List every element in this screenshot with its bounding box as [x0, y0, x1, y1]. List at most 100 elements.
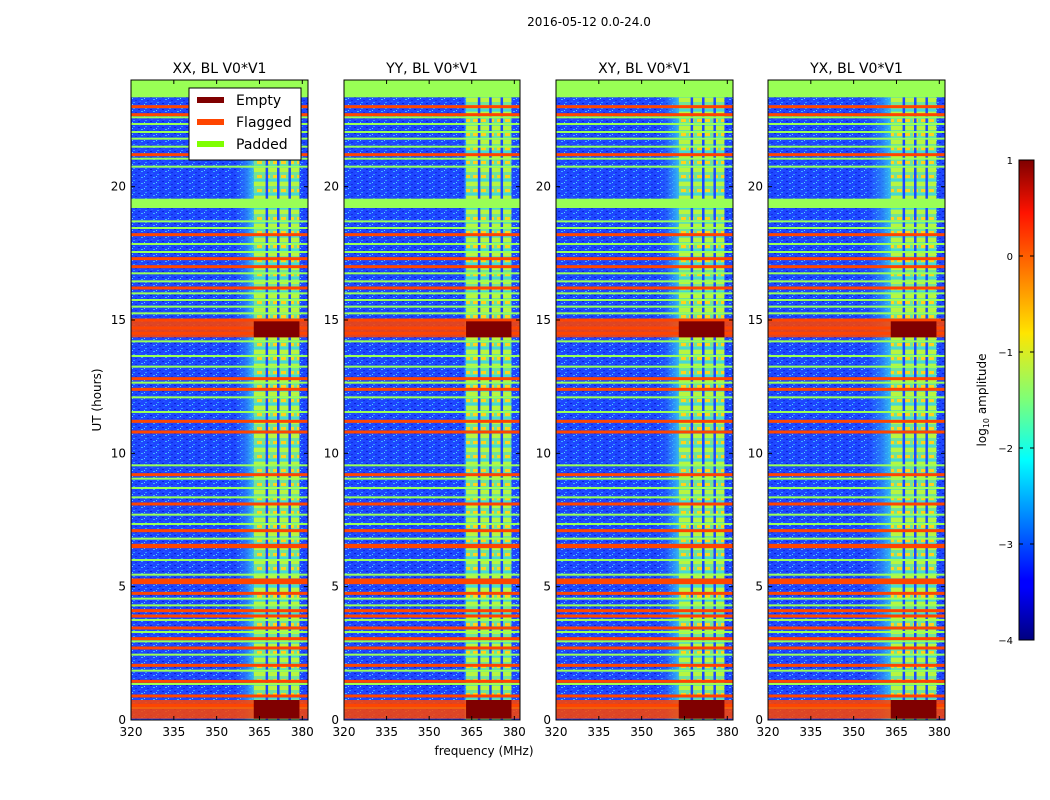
- flagged-line-13: [768, 543, 945, 547]
- y-tick-label: 20: [536, 180, 551, 194]
- padded-line-14: [131, 496, 308, 499]
- padded-line-19: [556, 396, 733, 399]
- flagged-line-30: [556, 105, 733, 109]
- x-tick-label: 350: [842, 725, 865, 739]
- padded-line-20: [344, 381, 520, 384]
- padded-line-5: [556, 631, 733, 633]
- flagged-line-17: [131, 430, 308, 434]
- padded-line-4: [344, 640, 520, 643]
- padded-line-6: [768, 619, 945, 621]
- flagged-line-23: [768, 318, 945, 322]
- flagged-line-3: [344, 663, 520, 667]
- flagged-line-1: [768, 694, 945, 698]
- padded-line-26: [768, 299, 945, 301]
- y-tick-label: 20: [324, 180, 339, 194]
- flagged-line-28: [556, 153, 733, 157]
- legend-swatch-empty: [197, 97, 224, 103]
- rfi-band: [890, 80, 937, 720]
- x-tick-label: 380: [291, 725, 314, 739]
- padded-line-9: [344, 573, 520, 576]
- padded-line-1: [768, 683, 945, 685]
- padded-block-0: [344, 80, 520, 98]
- padded-line-19: [344, 396, 520, 399]
- flagged-line-5: [344, 637, 520, 641]
- padded-line-13: [131, 513, 308, 516]
- flagged-line-23: [344, 318, 520, 322]
- padded-line-9: [556, 573, 733, 576]
- y-tick-label: 0: [543, 713, 551, 727]
- flagged-line-17: [556, 430, 733, 434]
- padded-line-15: [131, 487, 308, 489]
- flagged-line-30: [344, 105, 520, 109]
- padded-line-25: [556, 305, 733, 308]
- panel-frame: [767, 79, 946, 721]
- padded-line-7: [344, 604, 520, 607]
- padded-line-26: [556, 299, 733, 301]
- padded-line-37: [768, 137, 945, 140]
- y-tick-label: 15: [748, 313, 763, 327]
- rfi-band: [253, 80, 300, 720]
- colorbar-label: log10 amplitude: [975, 354, 991, 447]
- padded-line-17: [768, 464, 945, 467]
- padded-line-12: [768, 523, 945, 525]
- flagged-line-11: [344, 578, 520, 582]
- flagged-line-14: [556, 529, 733, 533]
- padded-line-9: [131, 573, 308, 576]
- band-gap-2: [500, 80, 504, 720]
- padded-line-30: [556, 251, 733, 253]
- padded-line-38: [556, 131, 733, 133]
- flagged-line-5: [556, 637, 733, 641]
- flagged-line-24: [344, 286, 520, 290]
- flagged-line-17: [768, 430, 945, 434]
- padded-line-22: [556, 355, 733, 357]
- y-tick-label: 0: [331, 713, 339, 727]
- band-gap-1: [914, 80, 917, 720]
- padded-line-29: [768, 272, 945, 275]
- flagged-line-20: [768, 377, 945, 381]
- flagged-line-13: [344, 543, 520, 547]
- flagged-line-27: [131, 233, 308, 237]
- x-tick-label: 335: [162, 725, 185, 739]
- padded-line-36: [344, 145, 520, 148]
- band-gap-0: [477, 80, 481, 720]
- padded-line-34: [344, 165, 520, 168]
- padded-block-0: [556, 80, 733, 98]
- flagged-line-15: [768, 502, 945, 506]
- padded-line-1: [131, 683, 308, 685]
- padded-line-40: [344, 116, 520, 119]
- flagged-line-24: [768, 286, 945, 290]
- band-gap-0: [690, 80, 694, 720]
- padded-line-16: [768, 477, 945, 480]
- y-tick-label: 5: [755, 580, 763, 594]
- flagged-line-2: [556, 679, 733, 683]
- flagged-line-29: [556, 113, 733, 117]
- band-gap-0: [902, 80, 906, 720]
- padded-line-18: [556, 411, 733, 413]
- padded-line-22: [344, 355, 520, 357]
- padded-line-33: [344, 220, 520, 223]
- flagged-line-4: [768, 646, 945, 650]
- panel-image: [768, 80, 945, 720]
- padded-line-17: [344, 464, 520, 467]
- padded-line-18: [131, 411, 308, 413]
- padded-line-39: [556, 123, 733, 125]
- flagged-line-10: [131, 581, 308, 585]
- flagged-line-4: [131, 646, 308, 650]
- panel-title: YX, BL V0*V1: [809, 61, 903, 77]
- padded-line-40: [556, 116, 733, 119]
- flagged-line-28: [344, 153, 520, 157]
- flagged-line-27: [768, 233, 945, 237]
- padded-line-11: [556, 537, 733, 540]
- flagged-line-3: [131, 663, 308, 667]
- padded-line-10: [131, 559, 308, 561]
- padded-line-29: [556, 272, 733, 275]
- panel-frame: [555, 79, 734, 721]
- empty-block-0: [253, 700, 300, 719]
- flagged-line-23: [131, 318, 308, 322]
- flagged-line-14: [131, 529, 308, 533]
- flagged-line-5: [768, 637, 945, 641]
- y-tick-label: 10: [324, 446, 339, 460]
- padded-line-18: [344, 411, 520, 413]
